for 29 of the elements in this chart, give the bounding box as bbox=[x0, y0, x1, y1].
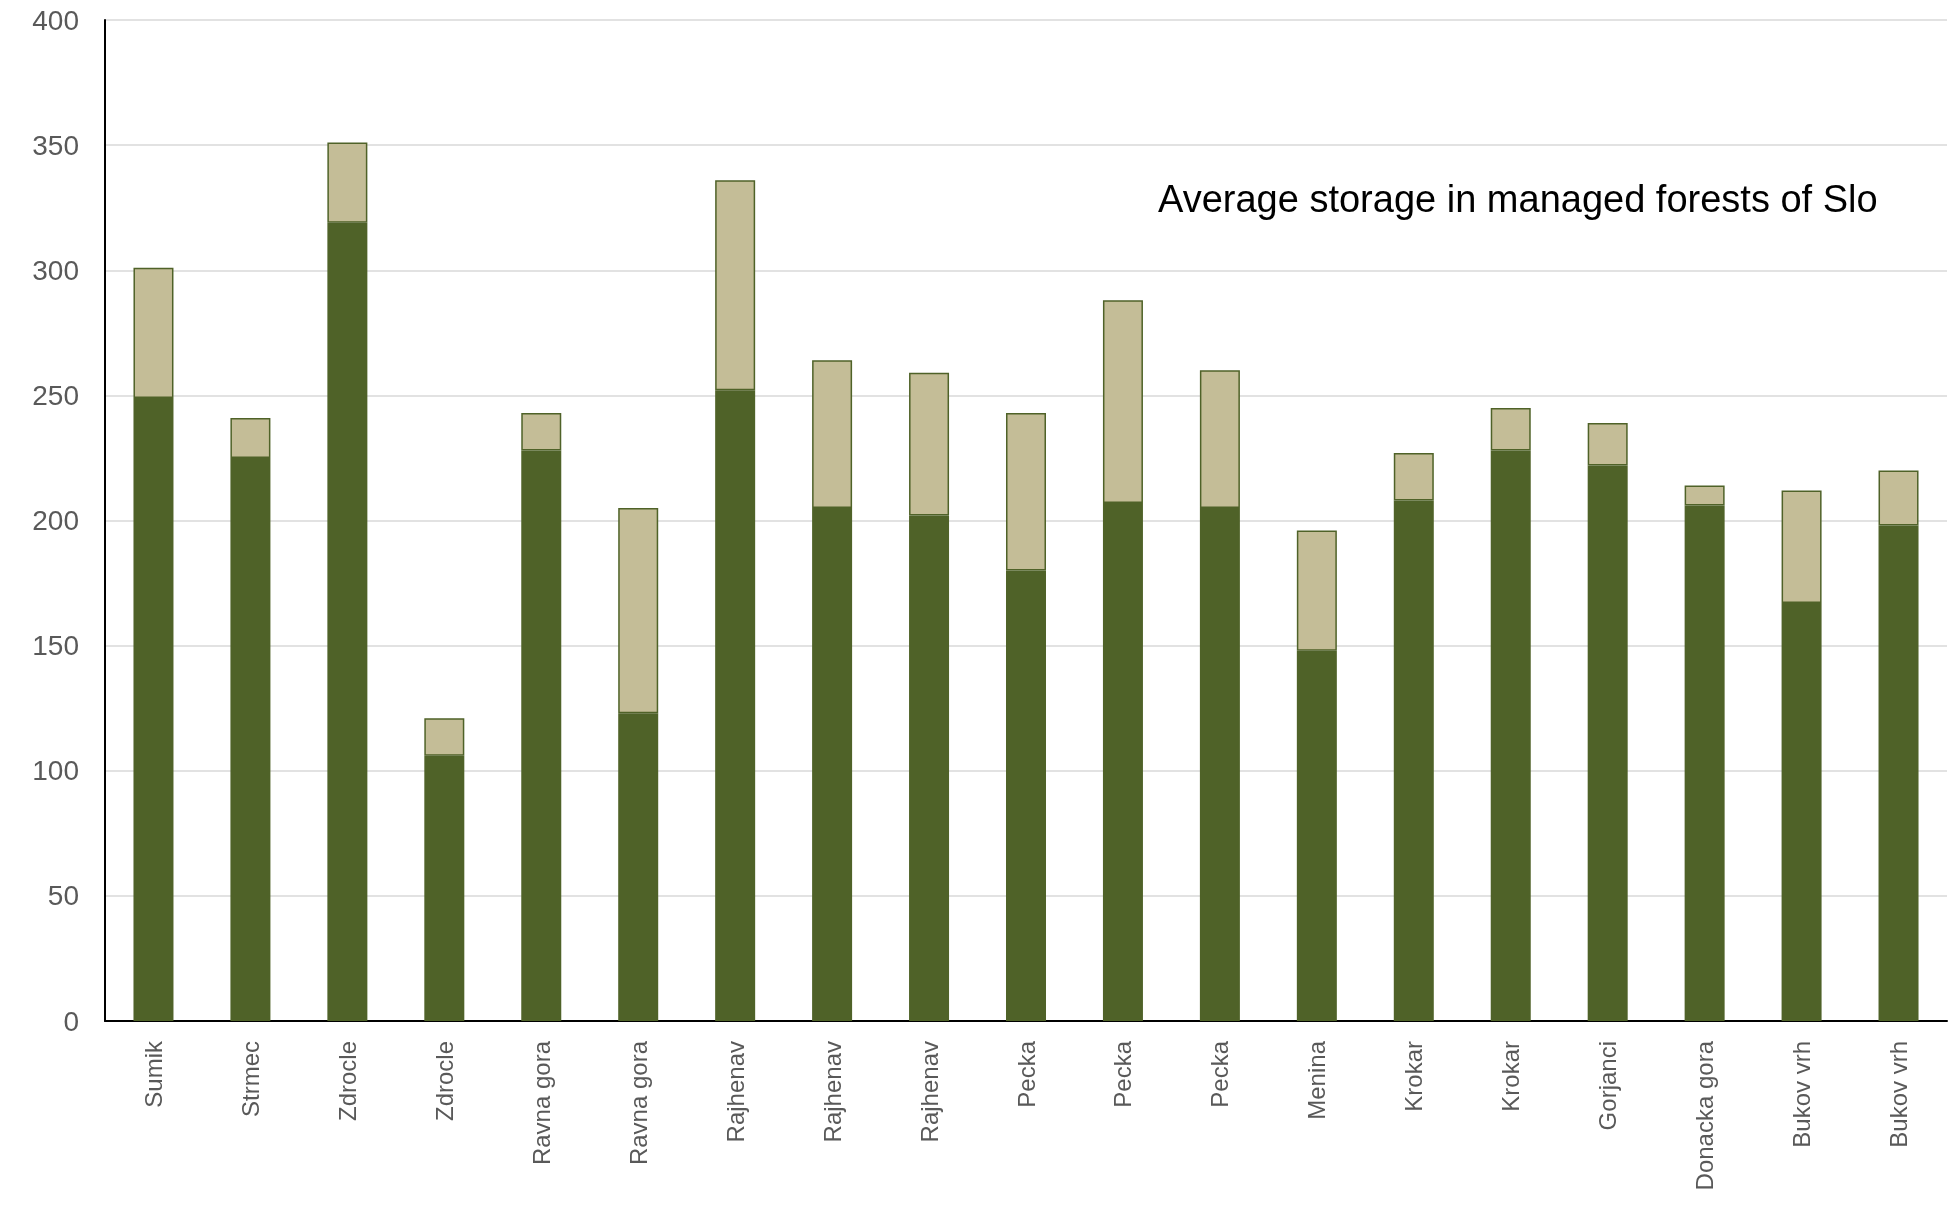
y-tick-label: 100 bbox=[32, 755, 79, 787]
y-tick-label: 350 bbox=[32, 129, 79, 161]
x-tick-label: Rajhenav bbox=[818, 1041, 846, 1143]
x-tick-label: Bukov vrh bbox=[1885, 1041, 1913, 1148]
y-tick-label: 400 bbox=[32, 4, 79, 36]
x-tick-label: Pecka bbox=[1206, 1040, 1234, 1108]
y-tick-label: 50 bbox=[47, 880, 79, 912]
y-tick-label: 0 bbox=[63, 1005, 79, 1037]
x-tick-label: Zdrocle bbox=[430, 1041, 458, 1122]
x-tick-label: Menina bbox=[1303, 1040, 1331, 1120]
x-tick-label: Ravna gora bbox=[624, 1040, 652, 1166]
y-tick-label: 250 bbox=[32, 379, 79, 411]
x-tick-label: Ravna gora bbox=[527, 1040, 555, 1166]
x-tick-label: Donacka gora bbox=[1691, 1040, 1719, 1191]
y-tick-label: 150 bbox=[32, 630, 79, 662]
y-tick-label: 200 bbox=[32, 505, 79, 536]
x-tick-label: Pecka bbox=[1109, 1040, 1137, 1108]
annotation: Average storage in managed forests of Slo bbox=[1158, 178, 1878, 220]
x-tick-label: Strmec bbox=[236, 1041, 264, 1118]
x-tick-label: Krokar bbox=[1497, 1040, 1525, 1112]
x-tick-label: Rajhenav bbox=[915, 1041, 943, 1143]
x-tick-label: Pecka bbox=[1012, 1040, 1040, 1108]
x-tick-label: Sumik bbox=[139, 1040, 167, 1108]
x-tick-label: Rajhenav bbox=[721, 1041, 749, 1143]
x-tick-label: Krokar bbox=[1400, 1040, 1428, 1112]
x-tick-label: Zdrocle bbox=[333, 1041, 361, 1122]
y-tick-label: 300 bbox=[32, 254, 79, 286]
x-tick-label: Bukov vrh bbox=[1788, 1041, 1816, 1148]
x-tick-label: Gorjanci bbox=[1594, 1041, 1622, 1131]
